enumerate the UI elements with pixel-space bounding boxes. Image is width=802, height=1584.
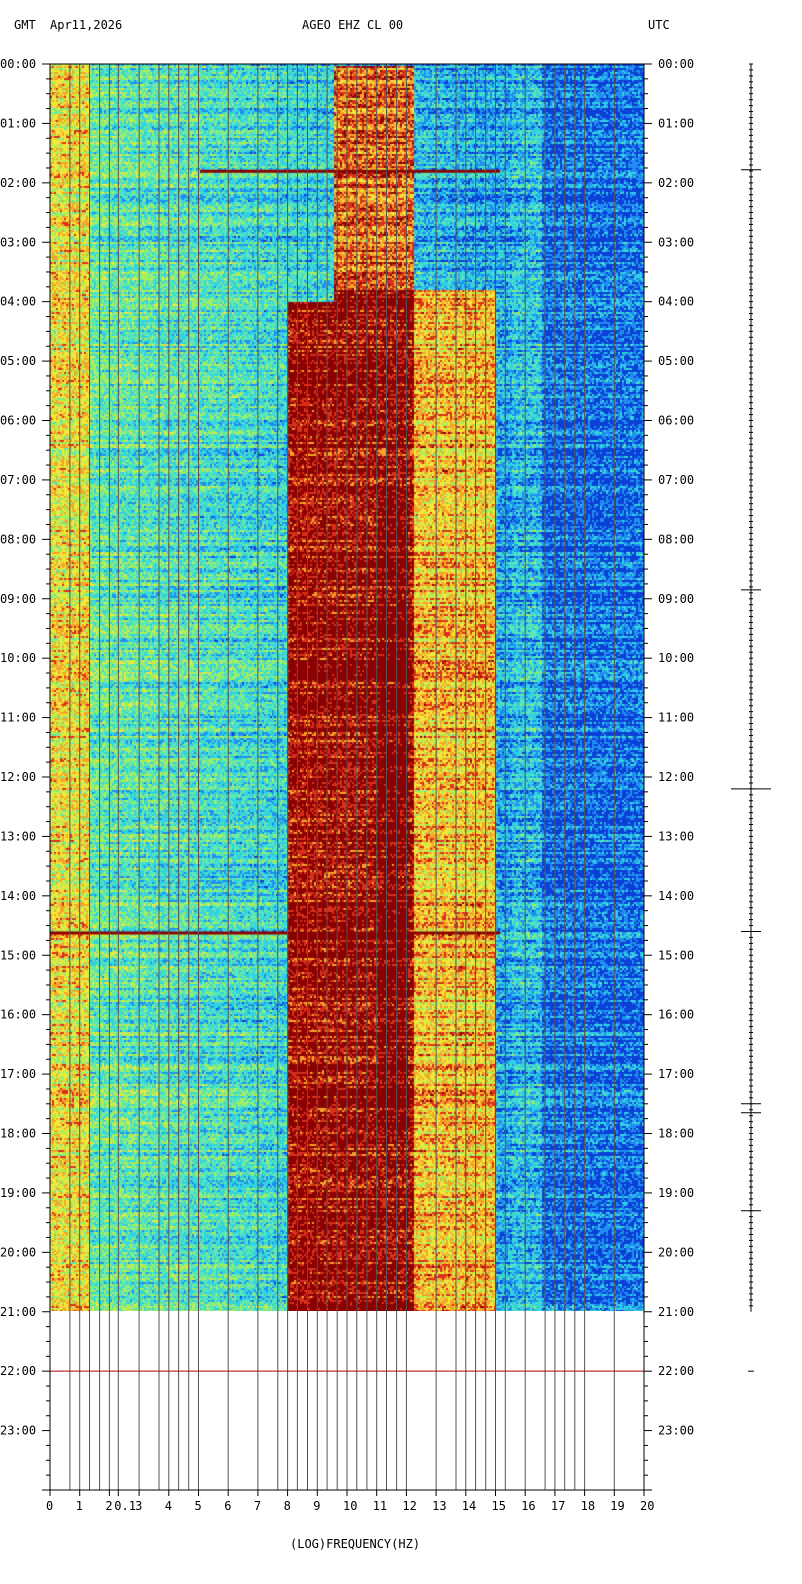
x-tick-label: 0: [46, 1499, 53, 1513]
y-tick-label-left: 19:00: [0, 1186, 36, 1200]
x-tick-label: 1: [76, 1499, 83, 1513]
date-label: Apr11,2026: [50, 18, 123, 32]
y-tick-label-left: 01:00: [0, 116, 36, 130]
y-tick-label-right: 14:00: [658, 889, 694, 903]
y-tick-label-right: 05:00: [658, 354, 694, 368]
y-tick-label-right: 02:00: [658, 176, 694, 190]
y-tick-label-left: 07:00: [0, 473, 36, 487]
right-timezone-label: UTC: [648, 18, 670, 32]
y-tick-label-left: 03:00: [0, 235, 36, 249]
station-title: AGEO EHZ CL 00: [302, 18, 404, 32]
x-tick-label: 10: [343, 1499, 357, 1513]
x-tick-label: 13: [432, 1499, 446, 1513]
y-tick-label-left: 20:00: [0, 1245, 36, 1259]
y-tick-label-right: 16:00: [658, 1008, 694, 1022]
y-tick-label-right: 22:00: [658, 1364, 694, 1378]
x-tick-label: 4: [165, 1499, 172, 1513]
y-tick-label-left: 05:00: [0, 354, 36, 368]
x-tick-label: 9: [313, 1499, 320, 1513]
x-axis-label: (LOG)FREQUENCY(HZ): [290, 1537, 420, 1551]
x-tick-label: 18: [581, 1499, 595, 1513]
x-tick-label: 2: [105, 1499, 112, 1513]
y-tick-label-right: 09:00: [658, 592, 694, 606]
y-tick-label-left: 17:00: [0, 1067, 36, 1081]
y-tick-label-left: 06:00: [0, 414, 36, 428]
y-tick-label-right: 21:00: [658, 1305, 694, 1319]
y-axis-right: 00:00 01:00 02:00 03:00 04:00 05:00 06:00 07:00…: [644, 57, 694, 1491]
x-tick-label: 3: [135, 1499, 142, 1513]
y-tick-label-left: 21:00: [0, 1305, 36, 1319]
y-tick-label-right: 20:00: [658, 1245, 694, 1259]
y-tick-label-right: 06:00: [658, 414, 694, 428]
y-tick-label-left: 13:00: [0, 829, 36, 843]
y-tick-label-right: 11:00: [658, 711, 694, 725]
y-tick-label-left: 12:00: [0, 770, 36, 784]
y-tick-label-left: 18:00: [0, 1127, 36, 1141]
x-tick-label: 14: [462, 1499, 476, 1513]
x-tick-label: 16: [521, 1499, 535, 1513]
y-tick-label-left: 09:00: [0, 592, 36, 606]
y-tick-label-left: 22:00: [0, 1364, 36, 1378]
x-tick-label: 12: [402, 1499, 416, 1513]
y-tick-label-right: 07:00: [658, 473, 694, 487]
y-tick-label-right: 10:00: [658, 651, 694, 665]
x-tick-label: 17: [551, 1499, 565, 1513]
y-tick-label-right: 19:00: [658, 1186, 694, 1200]
seismogram-trace: [731, 63, 771, 1372]
x-tick-label: 20: [640, 1499, 654, 1513]
x-tick-label: 0.1: [114, 1499, 136, 1513]
x-tick-label: 6: [224, 1499, 231, 1513]
y-tick-label-right: 17:00: [658, 1067, 694, 1081]
y-tick-label-right: 00:00: [658, 57, 694, 71]
left-timezone-label: GMT: [14, 18, 36, 32]
y-tick-label-right: 04:00: [658, 295, 694, 309]
y-tick-label-left: 08:00: [0, 532, 36, 546]
y-tick-label-right: 15:00: [658, 948, 694, 962]
y-tick-label-left: 00:00: [0, 57, 36, 71]
y-tick-label-right: 08:00: [658, 532, 694, 546]
y-tick-label-right: 23:00: [658, 1424, 694, 1438]
y-tick-label-right: 12:00: [658, 770, 694, 784]
y-axis-left: 00:00 01:00 02:00 03:00 04:00 05:00 06:00 07:00…: [0, 57, 50, 1491]
y-tick-label-right: 03:00: [658, 235, 694, 249]
y-tick-label-left: 15:00: [0, 948, 36, 962]
y-tick-label-left: 04:00: [0, 295, 36, 309]
y-tick-label-left: 16:00: [0, 1008, 36, 1022]
y-tick-label-left: 14:00: [0, 889, 36, 903]
x-tick-label: 5: [195, 1499, 202, 1513]
x-axis: 0 1 2 0.1 3 4 5 6 7 8 9 10 11 12 13 14 15 16 17 18 19 20: [46, 1490, 654, 1513]
y-tick-label-left: 11:00: [0, 711, 36, 725]
y-tick-label-left: 02:00: [0, 176, 36, 190]
y-tick-label-right: 18:00: [658, 1127, 694, 1141]
x-tick-label: 11: [373, 1499, 387, 1513]
spectrogram-heatmap: [50, 64, 644, 1311]
y-tick-label-left: 23:00: [0, 1424, 36, 1438]
y-tick-label-right: 01:00: [658, 116, 694, 130]
x-tick-label: 8: [284, 1499, 291, 1513]
x-tick-label: 19: [610, 1499, 624, 1513]
y-tick-label-left: 10:00: [0, 651, 36, 665]
y-tick-label-right: 13:00: [658, 829, 694, 843]
x-tick-label: 15: [492, 1499, 506, 1513]
x-tick-label: 7: [254, 1499, 261, 1513]
